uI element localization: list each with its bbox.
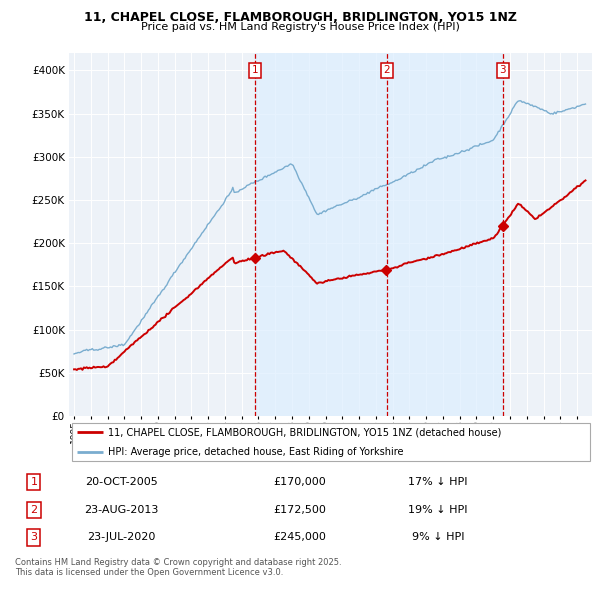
Text: 2: 2 (31, 505, 37, 514)
Text: 17% ↓ HPI: 17% ↓ HPI (409, 477, 468, 487)
Text: 20-OCT-2005: 20-OCT-2005 (85, 477, 158, 487)
Text: 11, CHAPEL CLOSE, FLAMBOROUGH, BRIDLINGTON, YO15 1NZ (detached house): 11, CHAPEL CLOSE, FLAMBOROUGH, BRIDLINGT… (108, 427, 502, 437)
Text: 23-JUL-2020: 23-JUL-2020 (87, 532, 155, 542)
Text: Contains HM Land Registry data © Crown copyright and database right 2025.
This d: Contains HM Land Registry data © Crown c… (15, 558, 341, 577)
Text: 23-AUG-2013: 23-AUG-2013 (84, 505, 158, 514)
Text: 2: 2 (383, 65, 390, 76)
Text: 19% ↓ HPI: 19% ↓ HPI (409, 505, 468, 514)
Text: Price paid vs. HM Land Registry's House Price Index (HPI): Price paid vs. HM Land Registry's House … (140, 22, 460, 32)
Text: £170,000: £170,000 (274, 477, 326, 487)
Text: 3: 3 (499, 65, 506, 76)
Text: 1: 1 (252, 65, 259, 76)
FancyBboxPatch shape (71, 423, 590, 461)
Text: £172,500: £172,500 (274, 505, 326, 514)
Bar (255, 53, 503, 416)
Text: 1: 1 (31, 477, 37, 487)
Text: £245,000: £245,000 (274, 532, 326, 542)
Text: 11, CHAPEL CLOSE, FLAMBOROUGH, BRIDLINGTON, YO15 1NZ: 11, CHAPEL CLOSE, FLAMBOROUGH, BRIDLINGT… (83, 11, 517, 24)
Text: HPI: Average price, detached house, East Riding of Yorkshire: HPI: Average price, detached house, East… (108, 447, 404, 457)
Text: 3: 3 (31, 532, 37, 542)
Text: 9% ↓ HPI: 9% ↓ HPI (412, 532, 464, 542)
